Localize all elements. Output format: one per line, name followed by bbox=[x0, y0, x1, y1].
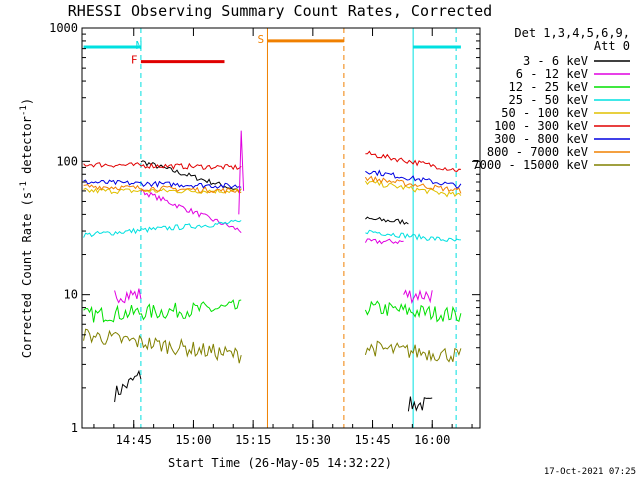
series-0-segment-1 bbox=[140, 160, 242, 193]
legend-label-6: 300 - 800 keV bbox=[494, 132, 588, 146]
x-axis: 14:45 15:00 15:15 15:30 15:45 16:00 bbox=[93, 28, 473, 447]
series-7-segment-1 bbox=[364, 175, 462, 194]
y-tick-label-1: 10 bbox=[64, 288, 78, 302]
legend-label-4: 50 - 100 keV bbox=[501, 106, 588, 120]
flare-spike bbox=[238, 130, 245, 215]
flag-label-N: N bbox=[136, 39, 143, 52]
y-label-sup1: -1 bbox=[19, 181, 29, 192]
series-1-segment-3 bbox=[403, 289, 433, 304]
series-0-segment-3 bbox=[407, 396, 433, 412]
generation-timestamp: 17-Oct-2021 07:25 bbox=[544, 467, 636, 477]
series-8-segment-1 bbox=[364, 340, 462, 363]
legend-label-2: 12 - 25 keV bbox=[509, 80, 588, 94]
x-tick-label-5: 16:00 bbox=[414, 433, 450, 447]
series-0-segment-0 bbox=[114, 369, 142, 403]
y-axis-label: Corrected Count Rate (s-1 detector-1) bbox=[19, 98, 34, 358]
y-label-part2: detector bbox=[20, 116, 34, 181]
series-2-segment-0 bbox=[83, 299, 242, 323]
series-5-segment-0 bbox=[83, 162, 242, 171]
plot-frame bbox=[81, 27, 481, 429]
flag-label-F: F bbox=[131, 54, 138, 67]
series-8-segment-0 bbox=[83, 328, 242, 364]
y-label-sup2: -1 bbox=[19, 105, 29, 116]
plot-area: NF S bbox=[83, 28, 462, 428]
series-4-segment-0 bbox=[83, 187, 242, 195]
series-0-segment-2 bbox=[365, 216, 409, 225]
y-tick-label-3: 1000 bbox=[49, 21, 78, 35]
flag-label-S: S bbox=[257, 33, 264, 46]
legend-label-3: 25 - 50 keV bbox=[509, 93, 588, 107]
series-6-segment-1 bbox=[365, 169, 462, 190]
series-6-segment-0 bbox=[83, 179, 242, 189]
series-7-segment-0 bbox=[83, 184, 242, 195]
attenuator-state: Att 0 bbox=[594, 39, 630, 53]
y-tick-label-0: 1 bbox=[71, 421, 78, 435]
x-axis-label: Start Time (26-May-05 14:32:22) bbox=[168, 456, 392, 470]
legend-label-8: 7000 - 15000 keV bbox=[472, 158, 588, 172]
legend-label-1: 6 - 12 keV bbox=[516, 67, 588, 81]
x-tick-label-2: 15:15 bbox=[235, 433, 271, 447]
y-label-part1: Corrected Count Rate (s bbox=[20, 192, 34, 358]
x-tick-label-0: 14:45 bbox=[116, 433, 152, 447]
legend-label-5: 100 - 300 keV bbox=[494, 119, 588, 133]
x-tick-label-4: 15:45 bbox=[354, 433, 390, 447]
y-axis: 1 10 100 1000 bbox=[49, 21, 480, 435]
series-3-segment-0 bbox=[83, 219, 242, 238]
series-1-segment-2 bbox=[364, 238, 404, 245]
x-tick-label-1: 15:00 bbox=[175, 433, 211, 447]
legend-label-7: 800 - 7000 keV bbox=[487, 145, 588, 159]
y-label-part3: ) bbox=[20, 98, 34, 105]
y-tick-label-2: 100 bbox=[56, 154, 78, 168]
chart-title: RHESSI Observing Summary Count Rates, Co… bbox=[68, 2, 492, 20]
series-1-segment-0 bbox=[114, 288, 142, 304]
series-2-segment-1 bbox=[364, 300, 462, 323]
series-3-segment-1 bbox=[365, 229, 461, 242]
x-tick-label-3: 15:30 bbox=[295, 433, 331, 447]
legend-label-0: 3 - 6 keV bbox=[523, 54, 588, 68]
detector-list: Det 1,3,4,5,6,9, bbox=[514, 26, 630, 40]
series-5-segment-1 bbox=[365, 150, 461, 172]
